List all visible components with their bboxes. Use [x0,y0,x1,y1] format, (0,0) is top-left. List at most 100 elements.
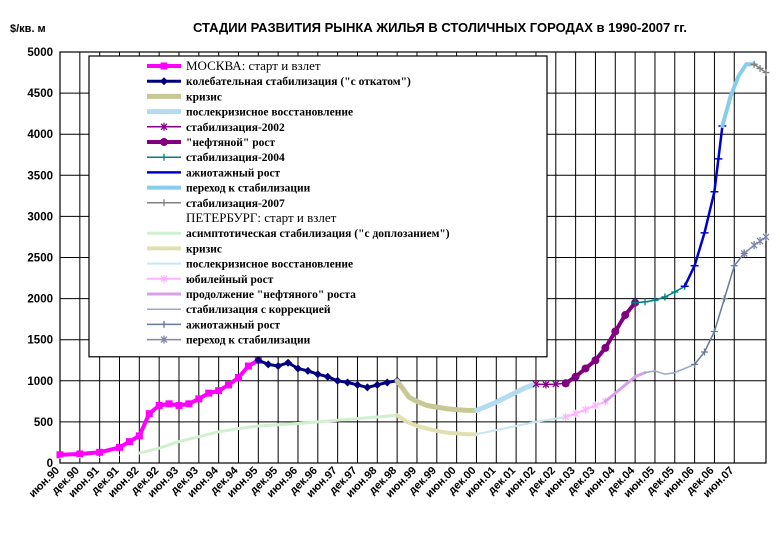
data-point [750,241,758,250]
data-point [581,364,590,373]
data-point [225,381,233,389]
series-18 [740,232,770,258]
series-3 [474,381,539,413]
data-point [274,362,283,371]
data-point [671,288,679,296]
data-point [661,293,669,301]
series-7 [680,124,727,288]
series-13 [475,416,567,436]
data-point [591,401,599,410]
data-point [155,401,163,409]
data-point [160,199,168,207]
legend-label: кризис [186,243,222,255]
legend-entry: послекризисное восстановление [147,107,353,119]
y-axis-ticks: 0 500 1000 1500 2000 2500 3000 3500 4000 4500 5000 [27,47,53,470]
data-point [313,370,322,379]
legend-label: переход к стабилизации [186,183,311,195]
data-point [710,327,718,335]
legend-label: стабилизация-2002 [186,122,285,134]
series-line [475,416,567,436]
y-tick-label: 0 [47,458,53,470]
legend-entry: стабилизация-2007 [147,198,285,210]
data-point [160,274,168,283]
series-line [474,381,539,413]
series-line [644,363,696,375]
data-point [115,443,123,451]
y-tick-label: 4000 [27,129,53,141]
data-point [582,405,589,414]
y-tick-label: 5000 [27,47,53,59]
data-point [125,438,133,446]
series-2 [394,378,479,413]
legend-label: МОСКВА: старт и взлет [186,58,321,73]
data-point [730,262,738,270]
data-point [333,376,342,385]
data-point [720,295,728,303]
series-15 [603,371,647,403]
data-point [691,360,699,368]
data-point [205,389,213,397]
data-point [160,335,168,344]
legend-entry: послекризисное восстановление [147,259,353,271]
legend: МОСКВА: старт и взлет колебательная стаби… [88,55,548,358]
data-point [532,380,540,389]
data-point [353,380,362,389]
series-0 [56,356,262,459]
data-point [160,153,168,161]
data-point [363,383,372,392]
data-point [756,237,764,246]
data-point [343,378,352,387]
data-point [76,450,84,458]
data-point [756,64,764,72]
data-point [160,320,168,328]
y-tick-label: 4500 [27,88,53,100]
data-point [762,69,770,77]
legend-entry: стабилизация-2004 [147,152,285,164]
data-point [160,62,168,70]
series-line [535,382,567,386]
legend-entry: МОСКВА: старт и взлет [147,58,321,73]
data-point [621,311,630,320]
data-point [175,401,183,409]
legend-label: асимптотическая стабилизация ("с доплоза… [186,228,450,240]
legend-label: послекризисное восстановление [186,107,353,119]
data-point [96,448,104,456]
legend-entry: колебательная стабилизация ("с откатом") [147,76,411,88]
legend-label: стабилизация-2007 [186,198,285,210]
data-point [303,366,312,375]
data-point [293,364,302,373]
data-point [591,356,600,365]
y-tick-label: 500 [34,417,53,429]
data-point [641,298,649,306]
y-tick-label: 2500 [27,253,53,265]
legend-label: колебательная стабилизация ("с откатом") [186,76,411,88]
y-axis-label: $/кв. м [10,23,46,35]
data-point [160,122,168,131]
legend-entry: "нефтяной" рост [147,137,275,149]
y-tick-label: 1000 [27,376,53,388]
data-point [571,372,580,381]
data-point [323,372,332,381]
legend-label: ажиотажный рост [186,319,281,331]
data-point [373,380,382,389]
legend-entry: юбилейный рост [147,274,274,286]
data-point [145,410,153,418]
data-point [195,395,203,403]
legend-entry: ПЕТЕРБУРГ: старт и взлет [147,210,337,225]
legend-entry: ажиотажный рост [147,167,281,179]
data-point [254,356,263,365]
series-line [395,413,479,437]
series-5 [561,298,640,388]
data-point [750,60,758,68]
legend-entry: стабилизация-2002 [147,122,285,134]
legend-label: "нефтяной" рост [186,137,275,149]
data-point [762,232,770,241]
legend-label: продолжение "нефтяного" роста [186,289,356,301]
data-point [601,343,610,352]
data-point [284,358,293,367]
data-point [244,362,252,370]
data-point [611,327,620,336]
data-point [56,451,64,459]
legend-label: переход к стабилизации [186,335,311,347]
y-tick-label: 3000 [27,211,53,223]
